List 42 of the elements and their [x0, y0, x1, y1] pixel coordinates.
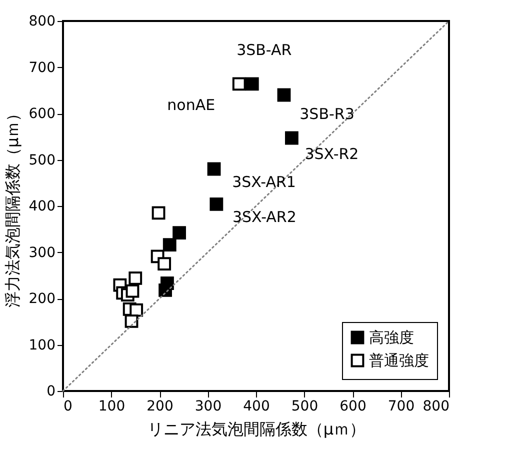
- point: [128, 271, 142, 285]
- point: [158, 257, 172, 271]
- point: [207, 162, 221, 176]
- x-tick-label: 400: [243, 398, 270, 414]
- x-tick-label: 100: [98, 398, 126, 414]
- point: [232, 77, 246, 91]
- x-axis-title: リニア法気泡間隔係数（μｍ）: [147, 420, 366, 438]
- annotation: 3SB-R3: [300, 105, 354, 123]
- point: [124, 314, 138, 328]
- x-tick-label: 600: [340, 398, 366, 414]
- x-tick-label: 700: [388, 398, 415, 414]
- y-tick-label: 800: [28, 14, 56, 30]
- y-tick-label: 300: [28, 244, 56, 261]
- y-tick-label: 500: [28, 152, 56, 168]
- annotation: 3SB-AR: [236, 40, 292, 59]
- annotation: 3SX-R2: [304, 145, 359, 164]
- y-tick-label: 100: [28, 337, 56, 354]
- annotation: 3SX-AR1: [232, 173, 296, 191]
- point: [210, 197, 224, 211]
- point: [172, 226, 186, 240]
- annotation: nonAE: [167, 96, 216, 114]
- y-tick-label: 600: [28, 106, 56, 122]
- point: [277, 88, 291, 102]
- x-tick-label: 800: [422, 398, 450, 414]
- legend-label: 高強度: [369, 328, 414, 346]
- point: [162, 238, 176, 252]
- x-tick-label: 500: [291, 398, 318, 414]
- point: [126, 284, 140, 298]
- point: [152, 206, 166, 220]
- y-tick-label: 700: [28, 60, 56, 76]
- legend-label: 普通強度: [369, 352, 429, 370]
- x-tick-label: 300: [194, 398, 222, 414]
- y-tick-label: 0: [46, 384, 56, 400]
- y-axis-title: 浮力法気泡間隔係数（μｍ）: [2, 105, 22, 308]
- annotation: 3SX-AR2: [232, 208, 296, 226]
- x-tick-label: 200: [146, 398, 174, 414]
- y-tick-label: 400: [28, 198, 56, 214]
- y-tick-label: 200: [28, 291, 56, 307]
- x-tick-label: 0: [64, 398, 72, 414]
- point: [158, 283, 172, 297]
- point: [285, 131, 298, 145]
- point: [245, 77, 259, 91]
